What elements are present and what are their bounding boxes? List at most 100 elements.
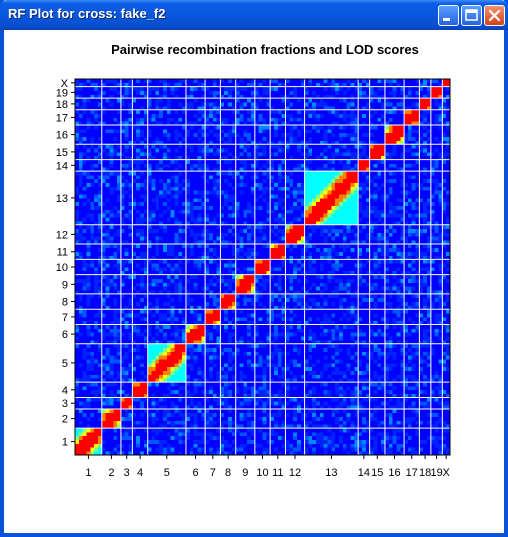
- heatmap-cell: [124, 366, 129, 371]
- heatmap-cell: [427, 336, 432, 341]
- heatmap-cell: [442, 320, 447, 325]
- heatmap-cell: [312, 355, 317, 360]
- heatmap-cell: [438, 378, 443, 383]
- heatmap-cell: [308, 431, 313, 437]
- heatmap-cell: [147, 328, 152, 333]
- heatmap-cell: [400, 451, 405, 456]
- heatmap-cell: [411, 378, 416, 383]
- close-button[interactable]: [484, 5, 505, 26]
- heatmap-cell: [396, 420, 401, 425]
- heatmap-cell: [346, 366, 351, 371]
- heatmap-cell: [319, 412, 325, 418]
- heatmap-cell: [270, 439, 275, 444]
- heatmap-cell: [128, 339, 133, 345]
- heatmap-cell: [354, 297, 359, 302]
- heatmap-cell: [197, 420, 202, 425]
- heatmap-cell: [339, 374, 344, 379]
- heatmap-cell: [388, 305, 394, 310]
- heatmap-cell: [404, 443, 409, 448]
- heatmap-cell: [78, 286, 84, 291]
- heatmap-cell: [419, 424, 424, 429]
- heatmap-cell: [124, 374, 129, 379]
- heatmap-cell: [90, 343, 95, 348]
- heatmap-cell: [415, 343, 420, 348]
- heatmap-cell: [270, 397, 275, 402]
- heatmap-cell: [231, 278, 237, 283]
- heatmap-cell: [277, 290, 283, 295]
- heatmap-cell: [220, 282, 225, 287]
- heatmap-cell: [109, 259, 114, 264]
- heatmap-cell: [113, 397, 118, 402]
- heatmap-cell: [266, 420, 271, 425]
- heatmap-cell: [254, 297, 260, 302]
- heatmap-cell: [97, 370, 103, 375]
- heatmap-cell: [335, 328, 340, 333]
- heatmap-cell: [224, 374, 229, 379]
- heatmap-cell: [273, 408, 279, 414]
- heatmap-cell: [174, 355, 179, 360]
- heatmap-cell: [117, 332, 122, 337]
- heatmap-cell: [430, 428, 436, 433]
- heatmap-cell: [331, 382, 336, 387]
- heatmap-cell: [97, 347, 103, 352]
- heatmap-cell: [419, 351, 424, 356]
- heatmap-cell: [201, 362, 206, 368]
- heatmap-cell: [396, 366, 401, 371]
- heatmap-cell: [446, 424, 451, 429]
- heatmap-cell: [289, 263, 294, 268]
- heatmap-cell: [174, 439, 179, 444]
- heatmap-cell: [205, 428, 210, 433]
- heatmap-cell: [442, 351, 447, 356]
- heatmap-cell: [361, 378, 367, 383]
- heatmap-cell: [419, 347, 424, 352]
- heatmap-cell: [90, 431, 95, 437]
- heatmap-cell: [113, 366, 118, 371]
- heatmap-cell: [373, 428, 378, 433]
- heatmap-cell: [185, 439, 191, 444]
- heatmap-cell: [434, 274, 439, 279]
- heatmap-cell: [235, 359, 240, 364]
- heatmap-cell: [97, 439, 103, 444]
- maximize-button[interactable]: [461, 5, 482, 26]
- heatmap-cell: [94, 451, 99, 456]
- heatmap-cell: [136, 320, 141, 325]
- heatmap-cell: [243, 401, 248, 406]
- heatmap-cell: [208, 451, 214, 456]
- heatmap-cell: [258, 339, 263, 345]
- heatmap-cell: [423, 385, 428, 391]
- heatmap-cell: [415, 324, 420, 329]
- heatmap-cell: [354, 259, 359, 264]
- heatmap-cell: [430, 309, 436, 314]
- heatmap-cell: [166, 270, 172, 276]
- heatmap-cell: [438, 328, 443, 333]
- heatmap-cell: [442, 293, 447, 299]
- heatmap-cell: [339, 282, 344, 287]
- minimize-button[interactable]: [438, 5, 459, 26]
- heatmap-cell: [258, 316, 263, 322]
- heatmap-cell: [197, 408, 202, 414]
- heatmap-cell: [327, 416, 332, 421]
- title-bar[interactable]: RF Plot for cross: fake_f2: [0, 0, 508, 30]
- heatmap-cell: [105, 328, 110, 333]
- heatmap-cell: [373, 290, 378, 295]
- heatmap-cell: [335, 416, 340, 421]
- heatmap-cell: [369, 405, 374, 410]
- heatmap-cell: [365, 313, 371, 318]
- heatmap-cell: [205, 259, 210, 264]
- heatmap-cell: [124, 370, 129, 375]
- heatmap-cell: [415, 393, 420, 398]
- heatmap-cell: [281, 324, 286, 329]
- heatmap-cell: [384, 385, 390, 391]
- heatmap-cell: [300, 374, 305, 379]
- heatmap-cell: [136, 374, 141, 379]
- heatmap-cell: [392, 320, 397, 325]
- heatmap-cell: [258, 420, 263, 425]
- heatmap-cell: [377, 274, 382, 279]
- heatmap-cell: [136, 420, 141, 425]
- heatmap-cell: [228, 267, 233, 272]
- heatmap-cell: [86, 447, 91, 452]
- heatmap-cell: [201, 359, 206, 364]
- heatmap-cell: [243, 328, 248, 333]
- heatmap-cell: [312, 362, 317, 368]
- heatmap-cell: [243, 355, 248, 360]
